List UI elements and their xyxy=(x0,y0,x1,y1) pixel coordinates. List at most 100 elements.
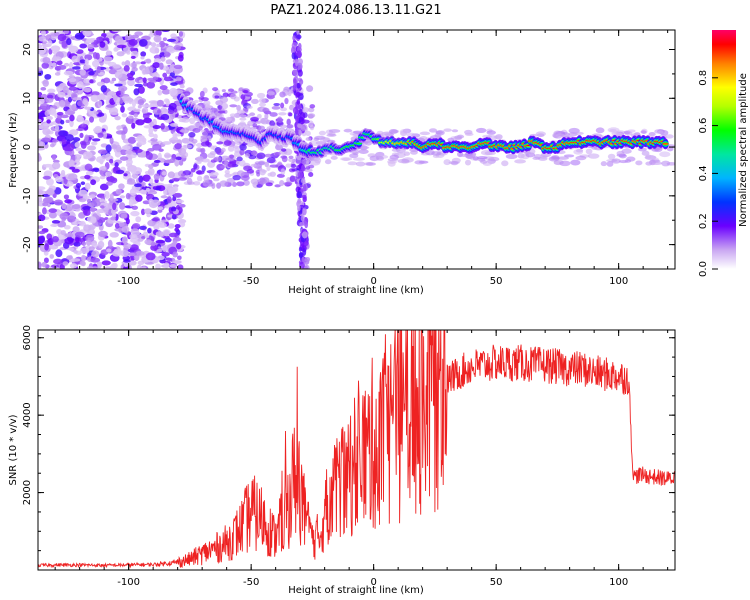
heatmap-cell xyxy=(145,152,153,160)
heatmap-cell xyxy=(38,188,43,196)
heatmap-cell xyxy=(90,216,97,224)
heatmap-cell xyxy=(246,105,253,110)
heatmap-cell xyxy=(179,221,186,228)
heatmap-cell xyxy=(172,260,182,264)
heatmap-cell xyxy=(52,56,62,62)
heatmap-cell xyxy=(173,192,183,198)
y-tick-label: 20 xyxy=(22,43,33,56)
heatmap-cell xyxy=(153,133,158,140)
heatmap-cell xyxy=(115,188,122,195)
heatmap-cell xyxy=(259,168,266,176)
heatmap-cell xyxy=(308,107,315,113)
heatmap-cell xyxy=(208,130,214,134)
heatmap-cell xyxy=(595,127,605,134)
heatmap-cell xyxy=(274,151,281,157)
heatmap-cell xyxy=(193,163,198,170)
heatmap-cell xyxy=(156,43,161,48)
heatmap-cell xyxy=(296,98,301,105)
heatmap-cell xyxy=(259,102,266,107)
heatmap-cell xyxy=(123,266,129,269)
heatmap-cell xyxy=(110,112,119,116)
heatmap-cell xyxy=(43,257,49,264)
heatmap-cell xyxy=(135,119,145,126)
heatmap-cell xyxy=(68,75,76,79)
heatmap-cell xyxy=(229,104,238,108)
heatmap-cell xyxy=(137,139,147,146)
heatmap-cell xyxy=(166,46,176,54)
snr-series-line xyxy=(38,330,675,569)
heatmap-cell xyxy=(297,171,303,179)
heatmap-cell xyxy=(216,141,224,145)
heatmap-cell xyxy=(121,145,131,151)
heatmap-cell xyxy=(48,208,58,213)
heatmap-cell xyxy=(71,104,76,111)
heatmap-cell xyxy=(137,238,144,242)
heatmap-cell xyxy=(149,121,155,128)
heatmap-cell xyxy=(41,137,51,143)
heatmap-cell xyxy=(273,102,280,107)
heatmap-cell xyxy=(132,108,141,113)
heatmap-cell xyxy=(167,171,175,179)
heatmap-cell xyxy=(89,206,96,213)
heatmap-cell xyxy=(324,159,332,165)
heatmap-cell xyxy=(120,249,129,258)
heatmap-cell xyxy=(82,206,92,211)
heatmap-cell xyxy=(298,246,303,252)
heatmap-cell xyxy=(38,91,43,97)
heatmap-cell xyxy=(305,137,312,141)
heatmap-cell xyxy=(164,154,174,158)
heatmap-cell xyxy=(124,60,131,67)
heatmap-cell xyxy=(109,193,114,201)
heatmap-cell xyxy=(64,233,74,238)
heatmap-cell xyxy=(271,105,281,110)
heatmap-cell xyxy=(609,128,617,133)
heatmap-cell xyxy=(166,196,172,204)
heatmap-cell xyxy=(134,183,142,188)
heatmap-cell xyxy=(105,171,112,177)
heatmap-cell xyxy=(210,145,215,150)
heatmap-cell xyxy=(190,168,196,173)
heatmap-cell xyxy=(397,158,410,164)
y-tick-label: 10 xyxy=(22,92,33,105)
heatmap-cell xyxy=(84,58,89,66)
heatmap-cell xyxy=(464,132,474,137)
heatmap-cell xyxy=(387,158,399,162)
heatmap-cell xyxy=(443,128,452,132)
heatmap-cell xyxy=(105,144,112,153)
heatmap-cell xyxy=(122,243,132,249)
heatmap-cell xyxy=(69,119,74,128)
heatmap-cell xyxy=(264,153,273,158)
heatmap-cell xyxy=(414,160,425,165)
heatmap-cell xyxy=(501,160,509,167)
heatmap-cell xyxy=(606,161,614,167)
heatmap-cell xyxy=(56,60,63,66)
heatmap-cell xyxy=(86,198,92,204)
heatmap-cell xyxy=(665,134,674,139)
heatmap-cell xyxy=(52,159,60,163)
heatmap-cell xyxy=(38,261,42,269)
spectrogram-y-label: Frequency (Hz) xyxy=(8,112,19,188)
heatmap-cell xyxy=(296,34,302,40)
heatmap-cell xyxy=(84,182,91,191)
heatmap-cell xyxy=(347,161,358,166)
heatmap-cell xyxy=(137,104,142,109)
heatmap-cell xyxy=(71,204,81,210)
heatmap-cell xyxy=(65,119,71,123)
heatmap-cell xyxy=(239,117,247,121)
heatmap-cell xyxy=(168,187,176,195)
heatmap-cell xyxy=(163,262,170,269)
heatmap-cell xyxy=(147,168,155,176)
heatmap-cell xyxy=(38,118,42,123)
heatmap-cell xyxy=(93,127,103,133)
heatmap-cell xyxy=(80,141,87,149)
heatmap-background-noise xyxy=(38,30,675,269)
heatmap-cell xyxy=(209,151,217,156)
heatmap-cell xyxy=(268,95,276,99)
heatmap-cell xyxy=(157,206,164,211)
heatmap-cell xyxy=(657,130,664,134)
heatmap-cell xyxy=(126,72,134,79)
heatmap-cell xyxy=(260,178,267,185)
heatmap-cell xyxy=(78,221,83,226)
heatmap-cell xyxy=(85,170,94,176)
heatmap-cell xyxy=(108,91,117,96)
